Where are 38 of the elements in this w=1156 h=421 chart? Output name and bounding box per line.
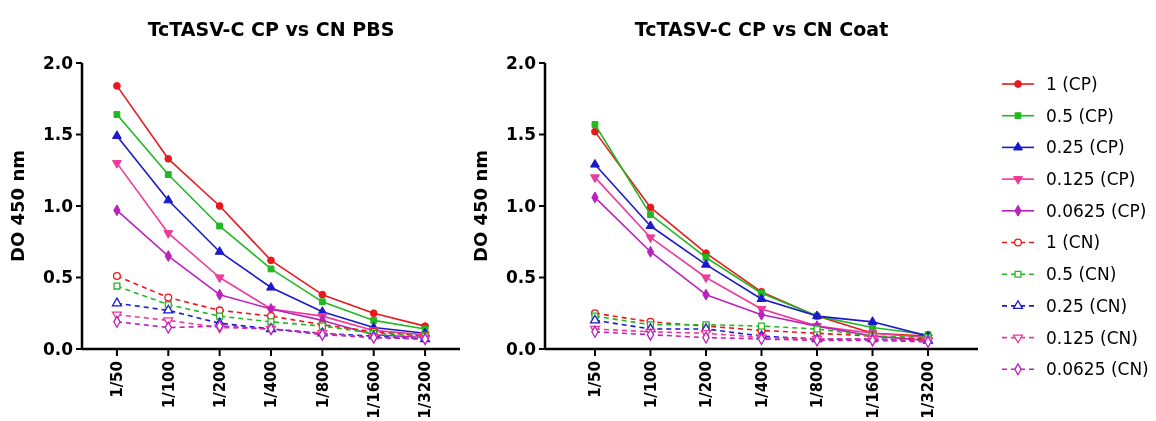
y-tick-label: 1.0 <box>42 195 74 216</box>
legend-label: 1 (CP) <box>1046 73 1098 94</box>
legend-label: 0.25 (CP) <box>1046 137 1125 158</box>
x-tick-label: 1/800 <box>313 361 332 409</box>
y-tick-label: 0.5 <box>505 267 536 288</box>
x-tick-label: 1/800 <box>808 361 827 409</box>
y-tick-label: 2.0 <box>505 52 537 73</box>
y-tick-label: 0.0 <box>505 338 537 359</box>
x-tick-label: 1/1600 <box>364 361 383 419</box>
x-tick-label: 1/400 <box>752 361 771 409</box>
x-tick-label: 1/3200 <box>416 361 435 419</box>
x-tick-label: 1/100 <box>641 361 660 409</box>
y-tick-label: 2.0 <box>42 52 74 73</box>
chart-title: TcTASV-C CP vs CN PBS <box>147 18 395 40</box>
legend-label: 0.0625 (CN) <box>1046 359 1149 380</box>
x-tick-label: 1/200 <box>697 361 716 409</box>
x-tick-label: 1/50 <box>108 361 127 398</box>
y-axis-title: DO 450 nm <box>470 150 491 262</box>
y-tick-label: 1.0 <box>505 195 537 216</box>
x-tick-label: 1/400 <box>262 361 281 409</box>
x-tick-label: 1/1600 <box>863 361 882 419</box>
legend-label: 0.125 (CN) <box>1046 327 1138 348</box>
x-tick-label: 1/200 <box>210 361 229 409</box>
legend-label: 0.125 (CP) <box>1046 169 1136 190</box>
y-tick-label: 0.0 <box>42 338 74 359</box>
x-tick-label: 1/3200 <box>919 361 938 419</box>
y-tick-label: 1.5 <box>505 124 536 145</box>
legend-label: 0.25 (CN) <box>1046 295 1128 316</box>
y-axis-title: DO 450 nm <box>7 150 28 262</box>
chart-title: TcTASV-C CP vs CN Coat <box>634 18 889 40</box>
x-tick-label: 1/50 <box>586 361 605 398</box>
y-tick-label: 1.5 <box>42 124 73 145</box>
legend-label: 0.5 (CP) <box>1046 105 1114 126</box>
legend-label: 0.0625 (CP) <box>1046 200 1147 221</box>
legend-label: 0.5 (CN) <box>1046 264 1117 285</box>
y-tick-label: 0.5 <box>42 267 73 288</box>
x-tick-label: 1/100 <box>159 361 178 409</box>
legend-label: 1 (CN) <box>1046 232 1101 253</box>
